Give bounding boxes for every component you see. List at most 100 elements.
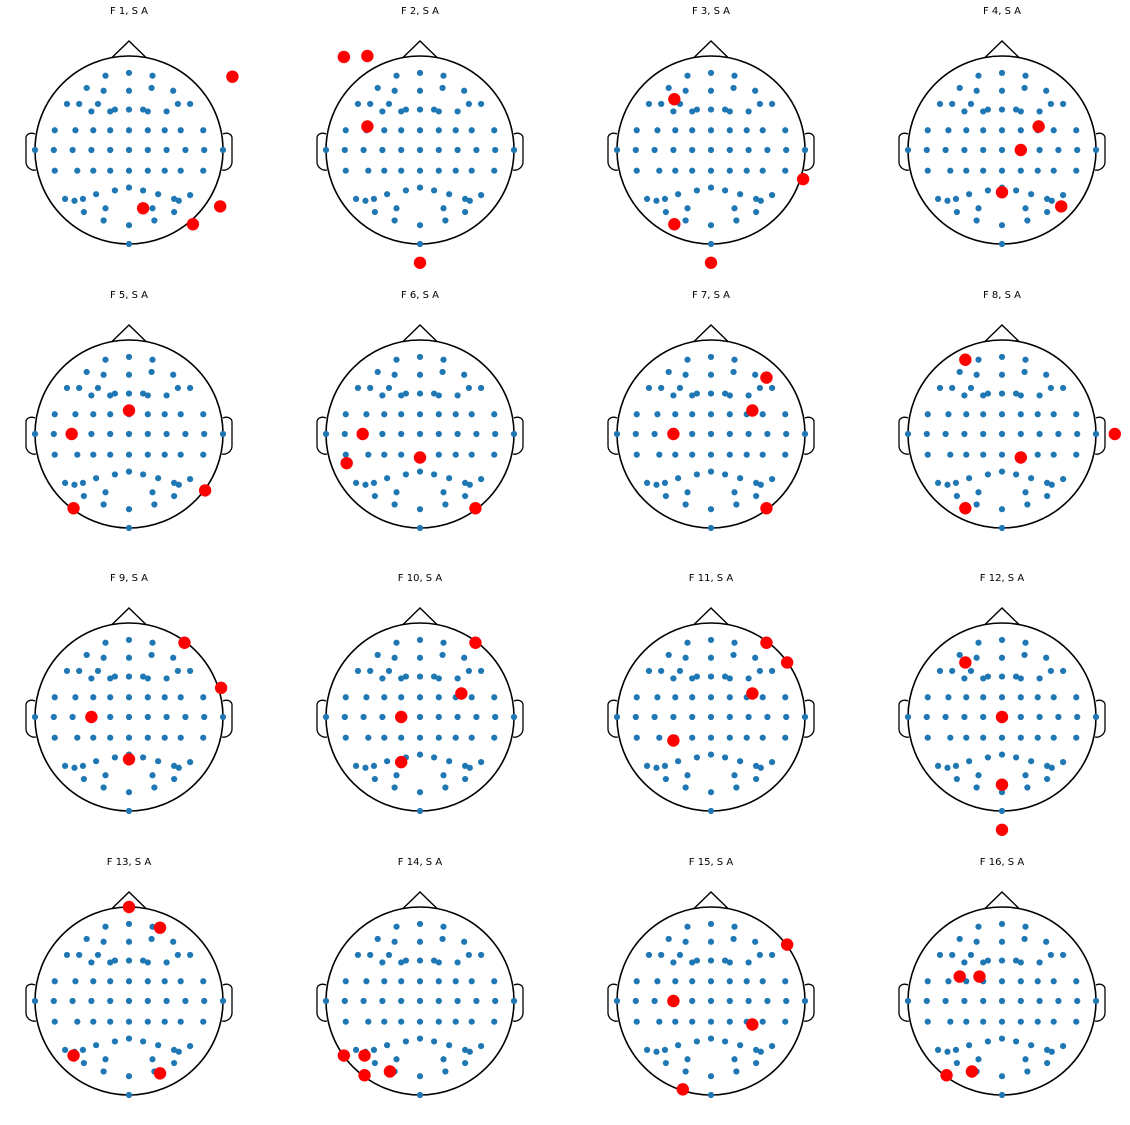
sensor-dot (693, 390, 700, 397)
sensor-dot (1024, 217, 1031, 224)
sensor-dot (90, 734, 97, 741)
sensor-dot (633, 127, 640, 134)
sensor-dot (354, 667, 362, 675)
sensor-dot (468, 694, 475, 701)
sensor-dot (998, 997, 1006, 1005)
sensor-dot (689, 167, 696, 174)
sensor-dot (107, 713, 114, 721)
sensor-dot (1034, 734, 1041, 741)
sensor-dot (462, 775, 469, 783)
sensor-dot (161, 167, 168, 174)
sensor-dot (975, 72, 982, 79)
sensor-dot (322, 430, 330, 438)
sensor-dot (745, 675, 752, 682)
sensor-dot (693, 673, 700, 680)
sensor-dot (140, 390, 147, 397)
left-ear-outline (607, 416, 619, 455)
sensor-dot (980, 127, 987, 134)
panel-title: F 11, S A (688, 573, 734, 584)
sensor-dot (1074, 713, 1081, 721)
sensor-dot (643, 479, 651, 486)
selected-sensor-dot (676, 1083, 689, 1096)
selected-sensor-dot (455, 687, 468, 700)
sensor-dot (446, 1042, 453, 1049)
sensor-dot (452, 167, 459, 174)
sensor-dot (613, 713, 621, 721)
sensor-dot (398, 127, 405, 134)
sensor-dot (654, 127, 661, 134)
sensor-dot (722, 390, 729, 397)
head-map (316, 891, 524, 1099)
sensor-dot (200, 978, 207, 985)
sensor-dot (693, 754, 700, 761)
sensor-dot (452, 1018, 459, 1025)
sensor-dot (107, 167, 114, 174)
sensor-dot (1044, 1046, 1051, 1053)
sensor-dot (707, 654, 715, 661)
sensor-dot (416, 240, 424, 248)
sensor-dot (645, 384, 653, 392)
sensor-dot (1047, 667, 1054, 675)
sensor-dot (726, 997, 733, 1005)
sensor-dot (393, 639, 400, 646)
sensor-dot (998, 978, 1006, 985)
sensor-dot (998, 106, 1006, 113)
sensor-dot (107, 127, 114, 134)
topomap-panel: F 15, S A (581, 855, 841, 1125)
sensor-dot (402, 1038, 409, 1045)
sensor-dot (769, 476, 776, 483)
selected-sensor-dot (959, 502, 972, 515)
sensor-dot (182, 713, 189, 721)
sensor-dot (707, 734, 715, 741)
sensor-dot (743, 734, 750, 741)
sensor-dot (782, 411, 789, 418)
sensor-dot (491, 694, 498, 701)
sensor-dot (801, 713, 809, 721)
sensor-dot (645, 951, 653, 959)
nose-outline (111, 40, 147, 59)
sensor-dot (111, 673, 118, 680)
sensor-dot (693, 106, 700, 113)
sensor-dot (707, 673, 715, 680)
sensor-dot (942, 713, 949, 721)
sensor-dot (431, 1038, 438, 1045)
sensor-dot (949, 100, 956, 108)
sensor-dot (468, 167, 475, 174)
sensor-dot (1055, 146, 1062, 154)
sensor-dot (726, 978, 733, 985)
sensor-dot (707, 106, 715, 113)
sensor-dot (733, 501, 740, 508)
sensor-dot (381, 734, 388, 741)
panel-title: F 3, S A (691, 6, 731, 17)
sensor-dot (759, 167, 766, 174)
left-ear-outline (607, 132, 619, 171)
sensor-dot (51, 127, 58, 134)
nose-outline (693, 40, 729, 59)
sensor-dot (69, 713, 76, 721)
sensor-dot (726, 959, 733, 966)
right-ear-outline (803, 983, 815, 1022)
nose-outline (111, 607, 147, 626)
sensor-dot (125, 1091, 133, 1099)
sensor-dot (111, 390, 118, 397)
sensor-dot (753, 195, 760, 202)
sensor-dot (975, 923, 982, 930)
sensor-dot (1017, 430, 1024, 438)
sensor-dot (416, 1073, 424, 1080)
sensor-dot (125, 451, 133, 458)
sensor-dot (402, 390, 409, 397)
sensor-dot (187, 192, 194, 199)
sensor-dot (431, 673, 438, 680)
sensor-dot (956, 651, 963, 659)
sensor-dot (416, 167, 424, 174)
topomap-panel: F 6, S A (290, 288, 550, 558)
sensor-dot (949, 951, 956, 959)
sensor-dot (175, 1048, 182, 1055)
sensor-dot (632, 430, 639, 438)
sensor-dot (454, 430, 461, 438)
sensor-dot (963, 734, 970, 741)
sensor-dot (144, 978, 151, 985)
selected-sensor-dot (780, 938, 794, 951)
sensor-dot (1017, 978, 1024, 985)
sensor-dot (478, 667, 485, 675)
